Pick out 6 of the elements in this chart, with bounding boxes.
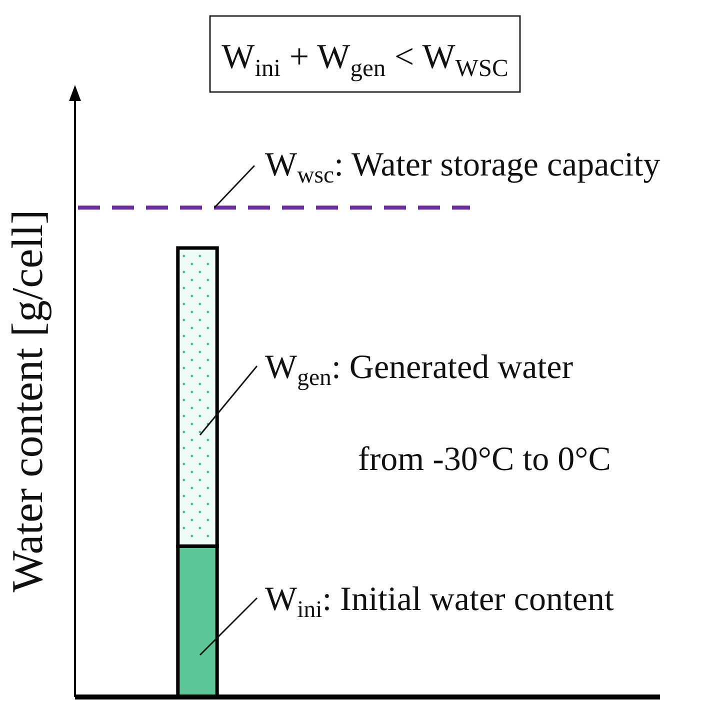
text: from -30°C to 0°C [358, 441, 611, 478]
text: W$_{gen}$: Generated water [265, 349, 574, 392]
ref-line-label: W$_{wsc}$: Water storage capacity [265, 146, 660, 189]
text: W$_{ini}$ + W$_{gen}$ < W$_{WSC}$ [222, 37, 508, 82]
text: W$_{ini}$: Initial water content [265, 581, 614, 624]
y-axis-title: Water content [g/cell] [3, 210, 52, 592]
